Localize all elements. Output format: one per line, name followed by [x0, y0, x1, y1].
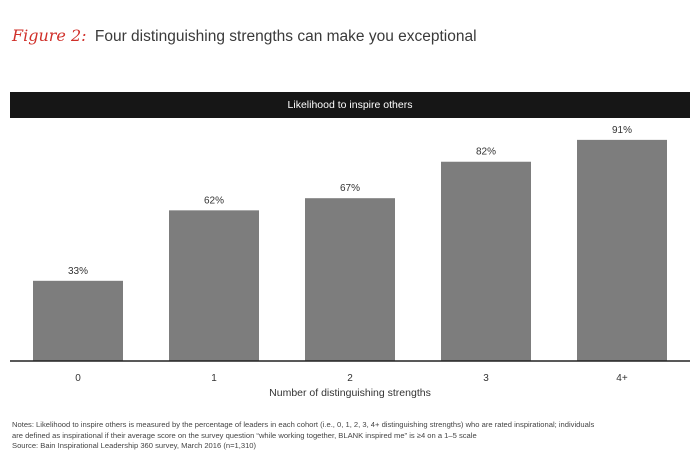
value-label-2: 67%: [340, 183, 360, 194]
value-label-4+: 91%: [612, 125, 632, 136]
x-axis-label: Number of distinguishing strengths: [269, 387, 431, 399]
tick-label-2: 2: [347, 373, 353, 384]
bar-4+: [577, 139, 667, 361]
notes-line-1: Notes: Likelihood to inspire others is m…: [12, 420, 595, 429]
figure-title-text: Four distinguishing strengths can make y…: [94, 28, 477, 45]
bar-3: [441, 161, 531, 361]
tick-label-1: 1: [211, 373, 217, 384]
tick-label-4+: 4+: [616, 373, 628, 384]
value-label-1: 62%: [204, 195, 224, 206]
bar-chart: 33% 0 62% 1 67% 2 82% 3 91% 4+: [10, 125, 690, 384]
bar-0: [33, 280, 123, 361]
figure-label: Figure 2:: [12, 26, 87, 45]
tick-label-0: 0: [75, 373, 81, 384]
value-label-0: 33%: [68, 266, 88, 277]
figure-title: Figure 2: Four distinguishing strengths …: [12, 26, 477, 46]
bar-2: [305, 198, 395, 361]
notes-line-2: are defined as inspirational if their av…: [12, 430, 477, 440]
notes-block: Notes: Likelihood to inspire others is m…: [12, 420, 692, 452]
chart-title-banner: Likelihood to inspire others: [10, 92, 690, 118]
source-line: Source: Bain Inspirational Leadership 36…: [12, 441, 257, 450]
value-label-3: 82%: [476, 147, 496, 158]
bar-1: [169, 210, 259, 361]
tick-label-3: 3: [483, 373, 489, 384]
